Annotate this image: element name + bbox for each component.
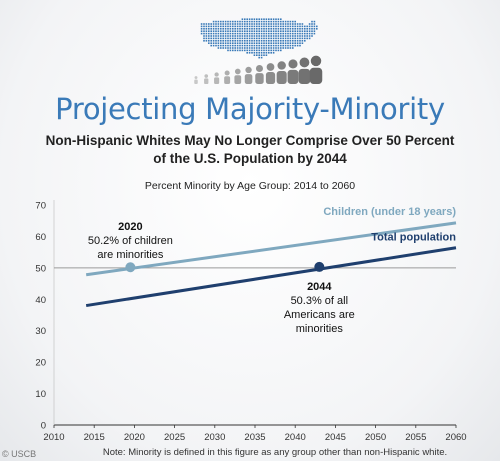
x-tick-label: 2020 bbox=[124, 432, 145, 443]
subtitle-line: Non-Hispanic Whites May No Longer Compri… bbox=[45, 133, 455, 148]
x-tick-label: 2030 bbox=[204, 432, 225, 443]
subtitle-line: of the U.S. Population by 2044 bbox=[153, 151, 347, 166]
x-tick-label: 2025 bbox=[164, 432, 185, 443]
page-subtitle: Non-Hispanic Whites May No Longer Compri… bbox=[30, 132, 470, 168]
y-tick-label: 60 bbox=[35, 232, 46, 243]
series-line bbox=[85, 246, 457, 308]
y-tick-label: 10 bbox=[35, 389, 46, 400]
annotation-label: 2020 bbox=[118, 221, 142, 233]
x-tick-label: 2055 bbox=[405, 432, 426, 443]
chart-note: Note: Minority is defined in this figure… bbox=[103, 447, 447, 458]
annotation-label: 50.2% of children bbox=[88, 235, 173, 247]
x-tick-label: 2060 bbox=[445, 432, 466, 443]
y-tick-label: 30 bbox=[35, 326, 46, 337]
y-tick-label: 0 bbox=[41, 421, 46, 432]
annotation-point bbox=[314, 261, 325, 272]
annotation-label: 2044 bbox=[307, 281, 332, 293]
us-map-icon bbox=[200, 18, 318, 59]
page-title: Projecting Majority-Minority bbox=[55, 92, 445, 126]
chart-title: Percent Minority by Age Group: 2014 to 2… bbox=[144, 180, 356, 192]
annotation-label: 50.3% of all bbox=[291, 295, 348, 307]
x-tick-label: 2035 bbox=[244, 432, 265, 443]
copyright-watermark: © USCB bbox=[2, 449, 36, 459]
series-line bbox=[85, 221, 457, 277]
annotation-point bbox=[125, 262, 136, 273]
x-tick-label: 2010 bbox=[43, 432, 64, 443]
x-tick-label: 2050 bbox=[365, 432, 386, 443]
annotation-label: Americans are bbox=[284, 309, 355, 321]
y-tick-label: 20 bbox=[35, 358, 46, 369]
x-tick-label: 2045 bbox=[325, 432, 346, 443]
annotation-label: minorities bbox=[296, 323, 344, 335]
annotation-label: are minorities bbox=[97, 249, 164, 261]
people-row-icon bbox=[194, 55, 323, 84]
x-tick-label: 2040 bbox=[285, 432, 306, 443]
x-tick-label: 2015 bbox=[84, 432, 105, 443]
series-label: Children (under 18 years) bbox=[323, 206, 456, 218]
y-tick-label: 50 bbox=[35, 263, 46, 274]
y-tick-label: 70 bbox=[35, 201, 46, 212]
y-tick-label: 40 bbox=[35, 295, 46, 306]
series-label: Total population bbox=[371, 232, 456, 244]
